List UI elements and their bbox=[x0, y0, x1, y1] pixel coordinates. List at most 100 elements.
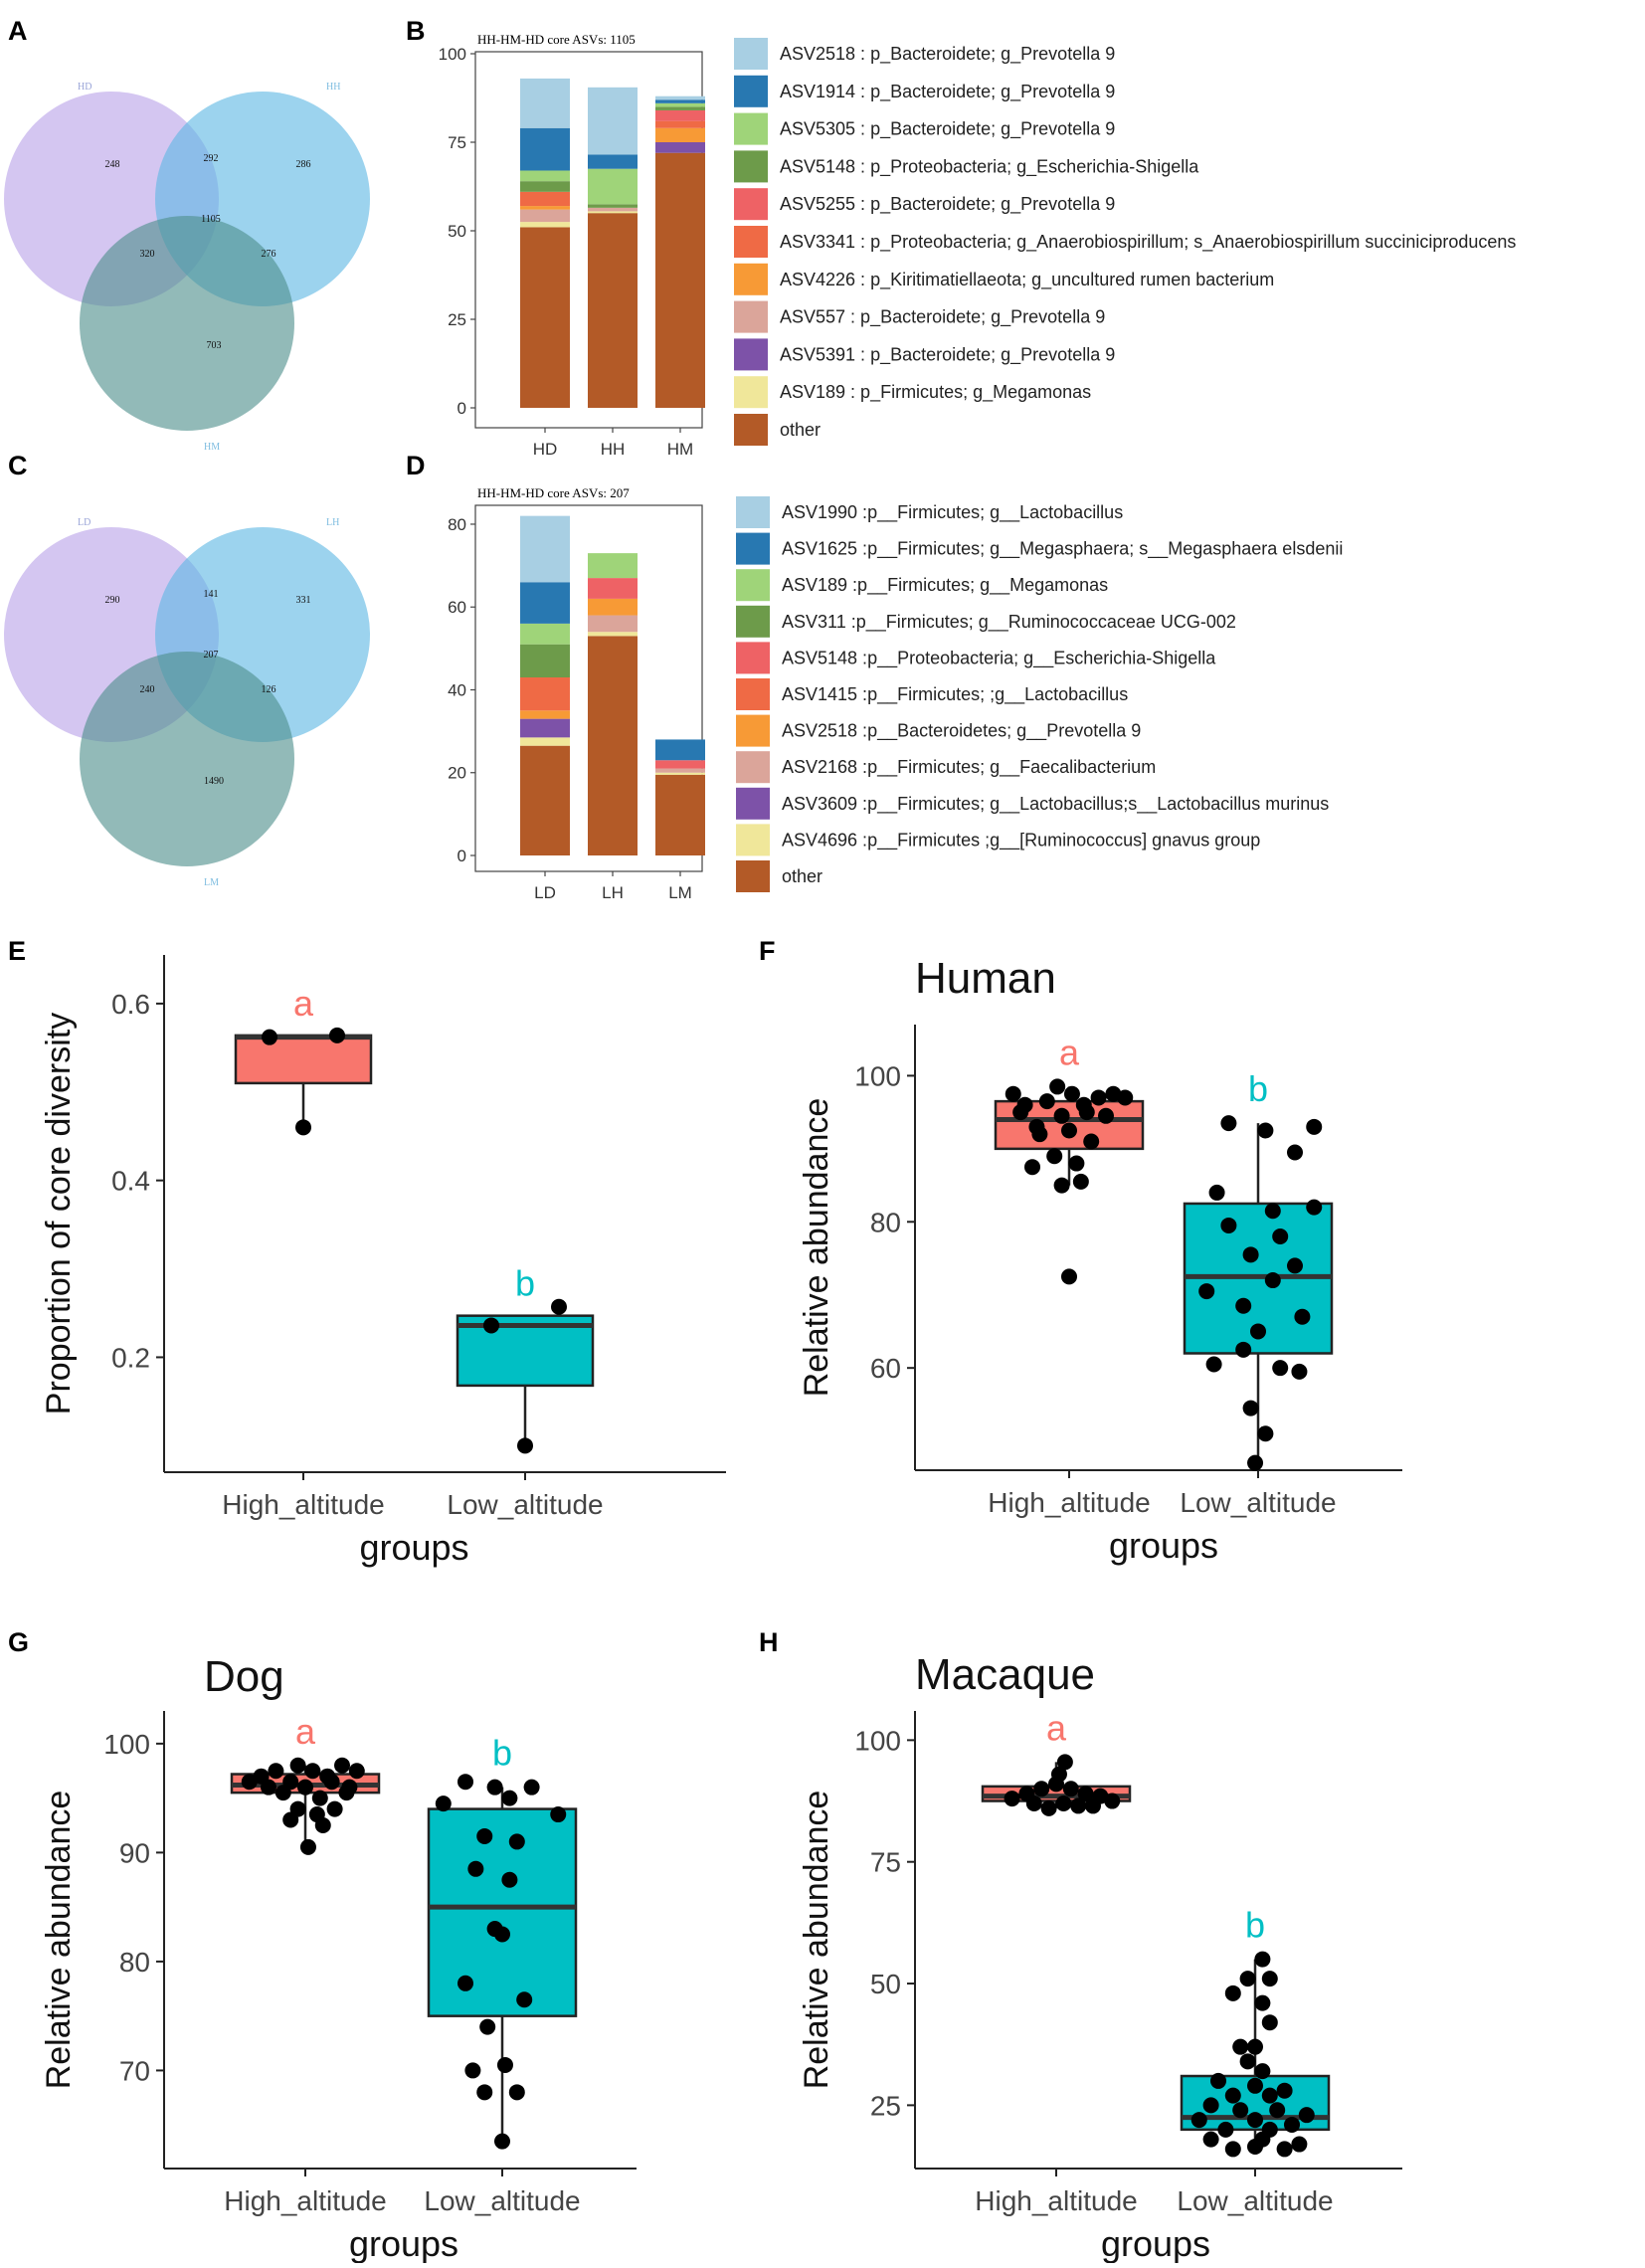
data-point bbox=[457, 1774, 473, 1791]
stacked-bar-chart-b: HH-HM-HD core ASVs: 1105 0 25 50 75 100 HD HH HM… bbox=[439, 32, 1517, 459]
venn-region-count: 290 bbox=[105, 595, 120, 606]
legend-label: ASV4226 : p_Kiritimatiellaeota; g_uncult… bbox=[780, 270, 1274, 290]
bar-segment-asv557 bbox=[520, 209, 570, 223]
x-tick-label: HD bbox=[533, 440, 558, 459]
y-tick-label: 75 bbox=[448, 133, 466, 152]
bar-segment-asv1914 bbox=[588, 154, 638, 169]
legend-label: ASV2518 : p_Bacteroidete; g_Prevotella 9 bbox=[780, 44, 1115, 65]
data-point bbox=[1284, 2116, 1300, 2133]
venn-diagram-a: HD HH HM 248 286 703 292 320 276 1105 bbox=[4, 82, 370, 453]
legend-swatch-asv1415 bbox=[736, 678, 770, 710]
data-point bbox=[304, 1763, 321, 1780]
data-point bbox=[295, 1119, 311, 1136]
data-point bbox=[1242, 1246, 1259, 1263]
data-point bbox=[261, 1779, 276, 1796]
data-point bbox=[1072, 1173, 1089, 1190]
data-point bbox=[299, 1838, 316, 1855]
legend-label: ASV4696 :p__Firmicutes ;g__[Ruminococcus… bbox=[782, 830, 1260, 850]
stacked-bar-chart-d: HH-HM-HD core ASVs: 207 0 20 40 60 80 LD LH LM AS… bbox=[448, 485, 1343, 902]
data-point bbox=[1254, 1994, 1271, 2011]
venn-region-count: 248 bbox=[105, 159, 120, 170]
significance-letter: b bbox=[1248, 1068, 1268, 1109]
y-tick-label: 80 bbox=[870, 1207, 901, 1237]
data-point bbox=[1220, 1115, 1237, 1132]
data-point bbox=[311, 1790, 328, 1806]
data-point bbox=[334, 1757, 350, 1774]
legend-swatch-asv5148 bbox=[736, 642, 770, 674]
data-point bbox=[1025, 1795, 1042, 1811]
venn-set-label: LD bbox=[78, 517, 91, 528]
data-point bbox=[1053, 1107, 1070, 1124]
venn-diagram-c: LD LH LM 290 331 1490 141 240 126 207 bbox=[4, 517, 370, 888]
bar-segment-asv5148 bbox=[655, 760, 705, 769]
data-point bbox=[517, 1437, 533, 1454]
venn-region-count: 331 bbox=[296, 595, 311, 606]
bar-segment-asv5305 bbox=[588, 168, 638, 205]
bar-segment-asv1415 bbox=[520, 677, 570, 711]
bar-segment-asv2518 bbox=[588, 87, 638, 155]
legend-swatch-asv4696 bbox=[736, 824, 770, 856]
legend-swatch-asv311 bbox=[736, 605, 770, 638]
data-point bbox=[1217, 2121, 1234, 2138]
chart-title: Macaque bbox=[915, 1650, 1095, 1699]
y-axis-label: Relative abundance bbox=[798, 1098, 835, 1398]
data-point bbox=[1070, 1797, 1087, 1814]
data-point bbox=[1046, 1148, 1063, 1165]
data-point bbox=[496, 2056, 513, 2073]
data-point bbox=[1055, 1795, 1072, 1811]
bar-segment-asv5148 bbox=[588, 204, 638, 208]
data-point bbox=[1247, 1454, 1264, 1471]
box-plot-h: Macaque 25 50 75 100 Relative abundance groups… bbox=[798, 1650, 1402, 2264]
x-tick-label: LH bbox=[602, 883, 624, 902]
data-point bbox=[1078, 1104, 1095, 1121]
legend-label: ASV311 :p__Firmicutes; g__Ruminococcacea… bbox=[782, 612, 1236, 633]
data-point bbox=[516, 1991, 533, 2008]
data-point bbox=[1005, 1085, 1021, 1102]
legend-label: other bbox=[780, 420, 821, 440]
significance-letter: a bbox=[1046, 1707, 1067, 1748]
bar-segment-asv1625 bbox=[655, 739, 705, 761]
bar-segment-asv4696 bbox=[655, 772, 705, 775]
y-tick-label: 0 bbox=[457, 399, 466, 418]
data-point bbox=[329, 1027, 345, 1043]
legend-label: ASV1990 :p__Firmicutes; g__Lactobacillus bbox=[782, 502, 1123, 523]
x-axis-label: groups bbox=[1109, 1525, 1218, 1566]
legend-swatch-asv557 bbox=[734, 300, 768, 333]
x-tick-label: HH bbox=[601, 440, 626, 459]
bar-segment-asv3341 bbox=[655, 120, 705, 128]
venn-region-count: 276 bbox=[262, 249, 276, 260]
box-plot-g: Dog 70 80 90 100 Relative abundance groups High… bbox=[40, 1652, 637, 2264]
box-low-altitude bbox=[427, 1807, 578, 2017]
legend-swatch-asv189 bbox=[734, 376, 768, 409]
legend-label: ASV557 : p_Bacteroidete; g_Prevotella 9 bbox=[780, 307, 1105, 328]
data-point bbox=[1254, 1951, 1271, 1968]
legend-label: ASV2168 :p__Firmicutes; g__Faecalibacter… bbox=[782, 757, 1156, 778]
box-high-altitude bbox=[234, 1034, 373, 1085]
bar-segment-asv5305 bbox=[655, 102, 705, 107]
legend-label: other bbox=[782, 866, 822, 886]
data-point bbox=[1257, 1122, 1274, 1139]
data-point bbox=[501, 1790, 518, 1806]
chart-title: Human bbox=[915, 954, 1056, 1003]
data-point bbox=[1220, 1217, 1237, 1233]
legend-swatch-asv1625 bbox=[736, 532, 770, 565]
bar-segment-asv2518 bbox=[655, 95, 705, 100]
venn-region-count: 292 bbox=[204, 153, 219, 164]
legend-label: ASV5148 : p_Proteobacteria; g_Escherichi… bbox=[780, 156, 1199, 177]
venn-set-lm bbox=[80, 652, 294, 866]
bar-segment-asv5148 bbox=[588, 578, 638, 599]
legend-swatch-other bbox=[734, 414, 768, 446]
y-tick-label: 0.4 bbox=[111, 1166, 150, 1197]
bar-segment-asv2518 bbox=[588, 598, 638, 616]
data-point bbox=[1050, 1766, 1067, 1783]
data-point bbox=[1056, 1754, 1073, 1771]
y-axis-label: Relative abundance bbox=[40, 1791, 78, 2090]
y-tick-label: 25 bbox=[448, 310, 466, 329]
data-point bbox=[1254, 2063, 1271, 2080]
venn-region-count: 286 bbox=[296, 159, 311, 170]
data-point bbox=[1306, 1199, 1323, 1216]
legend-label: ASV5255 : p_Bacteroidete; g_Prevotella 9 bbox=[780, 194, 1115, 215]
panel-letter-f: F bbox=[759, 936, 776, 966]
y-tick-label: 60 bbox=[448, 598, 466, 617]
data-point bbox=[550, 1806, 567, 1823]
